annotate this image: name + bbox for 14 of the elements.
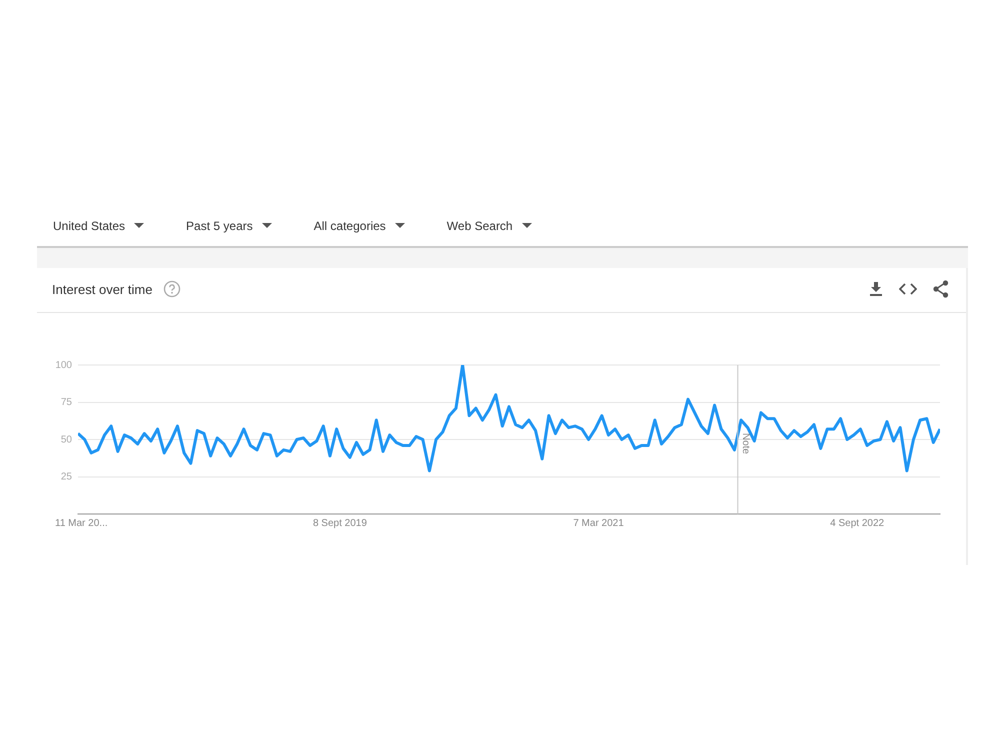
x-tick-label: 4 Sept 2022: [830, 518, 885, 529]
text: All categories: [314, 218, 386, 232]
ref-line-label: Note: [740, 433, 752, 455]
text: United States: [53, 218, 126, 232]
y-tick-label: 25: [60, 472, 72, 482]
x-tick-label: 7 Mar 2021: [573, 518, 624, 529]
y-tick-label: 75: [60, 397, 72, 408]
y-tick-label: 100: [55, 360, 72, 371]
text: Web Search: [446, 218, 513, 232]
x-tick-label: 8 Sept 2019: [312, 518, 368, 529]
y-tick-label: 50: [60, 434, 72, 446]
chart-title: Interest over time: [52, 282, 152, 297]
text: Past 5 years: [186, 218, 253, 232]
x-tick-label: 11 Mar 20...: [55, 518, 108, 529]
